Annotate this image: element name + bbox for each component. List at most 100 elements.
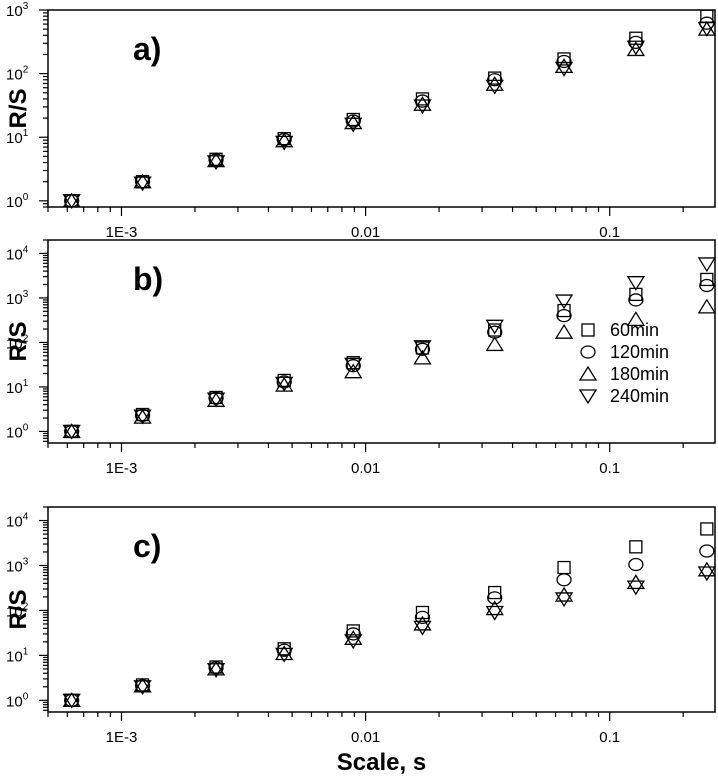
y-tick-label: 104 bbox=[6, 244, 29, 263]
data-point-120min bbox=[276, 132, 292, 147]
data-point-240min bbox=[133, 176, 152, 192]
data-point-60min bbox=[700, 522, 714, 536]
data-point-240min bbox=[554, 592, 574, 608]
data-point-180min bbox=[344, 114, 363, 130]
data-point-240min bbox=[206, 155, 226, 171]
y-tick-label: 102 bbox=[6, 333, 29, 352]
panel-label: b) bbox=[133, 261, 163, 297]
data-point-180min bbox=[485, 600, 504, 616]
data-point-180min bbox=[485, 76, 504, 91]
data-point-240min bbox=[485, 79, 504, 95]
y-tick-label: 101 bbox=[6, 128, 29, 147]
y-axis-label: R/S bbox=[5, 321, 32, 361]
y-tick-label: 103 bbox=[6, 556, 29, 575]
y-axis-label: R/S bbox=[5, 88, 32, 128]
series-60min bbox=[65, 9, 714, 208]
data-point-240min bbox=[344, 634, 363, 650]
data-point-180min bbox=[133, 677, 152, 693]
data-point-240min bbox=[62, 194, 81, 210]
series-120min bbox=[64, 16, 715, 208]
data-point-240min bbox=[485, 319, 504, 335]
x-tick-label: 0.1 bbox=[599, 460, 620, 477]
data-point-60min bbox=[488, 585, 502, 600]
data-point-240min bbox=[554, 294, 574, 310]
x-tick-label: 0.01 bbox=[351, 729, 380, 746]
x-tick-label: 1E-3 bbox=[106, 460, 138, 477]
series-60min bbox=[65, 522, 714, 707]
data-point-180min bbox=[485, 336, 504, 352]
series-240min bbox=[62, 566, 717, 709]
y-tick-label: 101 bbox=[6, 646, 29, 665]
data-point-60min bbox=[629, 287, 643, 302]
data-point-120min bbox=[628, 557, 644, 572]
data-point-240min bbox=[206, 392, 226, 408]
series-240min bbox=[62, 21, 717, 210]
legend-entry: 180min bbox=[610, 364, 669, 384]
panel-label: c) bbox=[133, 528, 161, 564]
data-point-120min bbox=[628, 293, 644, 307]
series-120min bbox=[64, 544, 715, 707]
data-point-180min bbox=[697, 561, 717, 577]
data-point-240min bbox=[697, 21, 717, 37]
data-point-240min bbox=[626, 276, 646, 291]
data-point-240min bbox=[62, 693, 81, 709]
data-point-60min bbox=[700, 9, 714, 23]
data-point-240min bbox=[697, 257, 717, 273]
legend-entry: 120min bbox=[610, 342, 669, 362]
data-point-180min bbox=[554, 586, 574, 602]
x-axis-label: Scale, s bbox=[337, 749, 426, 776]
data-point-240min bbox=[626, 580, 646, 596]
data-point-60min bbox=[557, 303, 571, 318]
data-point-180min bbox=[275, 132, 294, 148]
y-tick-label: 100 bbox=[6, 691, 29, 710]
series-180min bbox=[62, 561, 717, 707]
y-tick-label: 103 bbox=[6, 1, 29, 20]
data-point-240min bbox=[413, 99, 432, 115]
data-point-180min bbox=[554, 323, 574, 339]
plot-frame bbox=[47, 9, 716, 208]
panel-3: 1E-3 0.01 0.1 100 101 102 103 104 R/S c) Scale, s bbox=[5, 506, 717, 776]
data-point-60min bbox=[488, 71, 502, 85]
y-tick-label: 102 bbox=[6, 65, 29, 84]
data-point-120min bbox=[414, 342, 431, 356]
y-tick-label: 101 bbox=[6, 378, 29, 397]
data-point-180min bbox=[206, 152, 226, 168]
data-point-120min bbox=[487, 591, 503, 605]
y-axis-label: R/S bbox=[5, 589, 32, 629]
x-tick-label: 0.1 bbox=[599, 729, 620, 746]
data-point-60min bbox=[629, 540, 643, 554]
data-point-180min bbox=[344, 363, 363, 379]
panel-1: 1E-3 0.01 0.1 100 101 102 103 R/S a) bbox=[5, 1, 717, 241]
data-point-240min bbox=[485, 605, 504, 621]
data-point-60min bbox=[346, 112, 360, 127]
data-point-240min bbox=[275, 647, 294, 663]
data-point-240min bbox=[275, 135, 294, 151]
data-point-180min bbox=[206, 660, 226, 676]
data-point-180min bbox=[133, 173, 152, 189]
data-point-240min bbox=[554, 61, 574, 77]
data-point-60min bbox=[700, 272, 714, 287]
data-point-120min bbox=[699, 278, 715, 293]
data-point-240min bbox=[413, 620, 432, 636]
y-tick-label: 100 bbox=[6, 422, 29, 441]
plot-frame bbox=[47, 506, 716, 713]
data-point-240min bbox=[133, 409, 152, 425]
data-point-60min bbox=[557, 560, 571, 575]
y-tick-label: 102 bbox=[6, 601, 29, 620]
plot-frame bbox=[47, 239, 716, 444]
x-tick-label: 0.01 bbox=[351, 224, 380, 241]
data-point-240min bbox=[626, 40, 646, 56]
y-tick-label: 103 bbox=[6, 289, 29, 308]
data-point-240min bbox=[697, 566, 717, 582]
data-point-180min bbox=[554, 58, 574, 74]
series-240min bbox=[62, 257, 717, 440]
data-point-120min bbox=[276, 375, 292, 389]
data-point-120min bbox=[414, 610, 431, 625]
data-point-120min bbox=[556, 54, 572, 69]
x-tick-label: 1E-3 bbox=[106, 224, 138, 241]
data-point-120min bbox=[556, 573, 572, 587]
data-point-240min bbox=[62, 424, 81, 440]
data-point-240min bbox=[344, 357, 363, 373]
data-point-240min bbox=[133, 680, 152, 696]
